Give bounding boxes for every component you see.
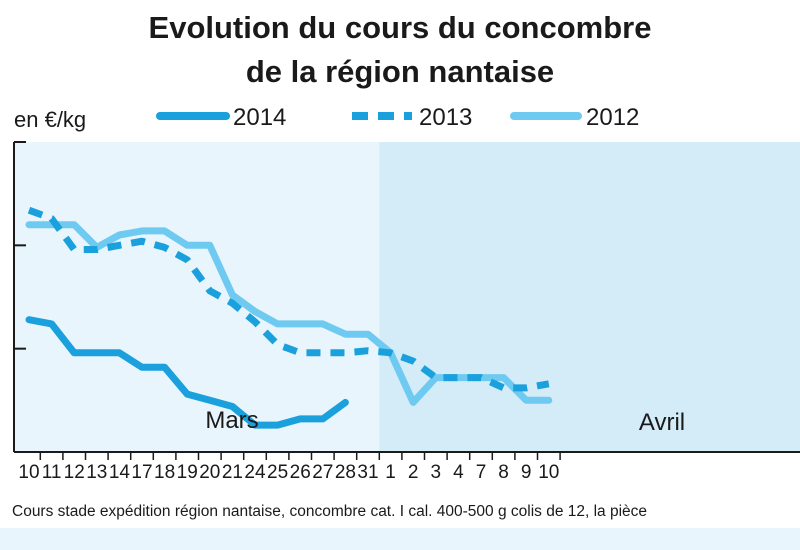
- month-label-mars: Mars: [205, 407, 258, 434]
- x-tick-label: 3: [431, 462, 442, 483]
- x-tick-label: 27: [312, 462, 333, 483]
- x-tick-label: 28: [335, 462, 356, 483]
- x-tick-label: 17: [131, 462, 152, 483]
- april-panel: [379, 142, 800, 452]
- y-ticks: [14, 141, 26, 350]
- x-tick-label: 12: [64, 462, 85, 483]
- chart-title-line2: de la région nantaise: [246, 54, 554, 89]
- footer-band: [0, 528, 800, 550]
- x-tick-label: 8: [498, 462, 509, 483]
- x-tick-label: 31: [357, 462, 378, 483]
- x-tick-label: 10: [18, 462, 39, 483]
- series-layer: [25, 206, 553, 429]
- legend-label-2014: 2014: [233, 104, 286, 131]
- x-tick-label: 25: [267, 462, 288, 483]
- series-line-2012: [25, 221, 553, 406]
- x-tick-label: 7: [476, 462, 487, 483]
- x-tick-label: 14: [109, 462, 131, 483]
- x-tick-label: 13: [86, 462, 107, 483]
- x-tick-label: 4: [453, 462, 464, 483]
- y-axis-unit: en €/kg: [14, 107, 86, 132]
- x-tick-label: 10: [538, 462, 559, 483]
- march-panel: [14, 142, 380, 452]
- x-tick-label: 20: [199, 462, 220, 483]
- series-line-2014: [25, 316, 349, 429]
- legend: 2014 2013 2012: [156, 104, 639, 131]
- x-tick-label: 19: [177, 462, 198, 483]
- legend-label-2012: 2012: [586, 104, 639, 131]
- source-note: Cours stade expédition région nantaise, …: [12, 503, 647, 520]
- x-tick-label: 24: [244, 462, 266, 483]
- month-label-avril: Avril: [639, 409, 685, 436]
- x-tick-label: 11: [42, 462, 62, 483]
- x-tick-label: 9: [521, 462, 532, 483]
- x-ticks: 10 11 12 13 14 17 18 19 20 21 24 25 26 27 28 31 1 2 3 4 7 8 9 1…: [18, 452, 561, 483]
- chart-title-line1: Evolution du cours du concombre: [149, 10, 652, 45]
- x-tick-label: 1: [385, 462, 396, 483]
- series-line-2013: [27, 206, 550, 392]
- x-tick-label: 18: [154, 462, 175, 483]
- x-tick-label: 21: [222, 462, 243, 483]
- x-tick-label: 26: [290, 462, 311, 483]
- legend-label-2013: 2013: [419, 104, 472, 131]
- x-tick-label: 2: [408, 462, 419, 483]
